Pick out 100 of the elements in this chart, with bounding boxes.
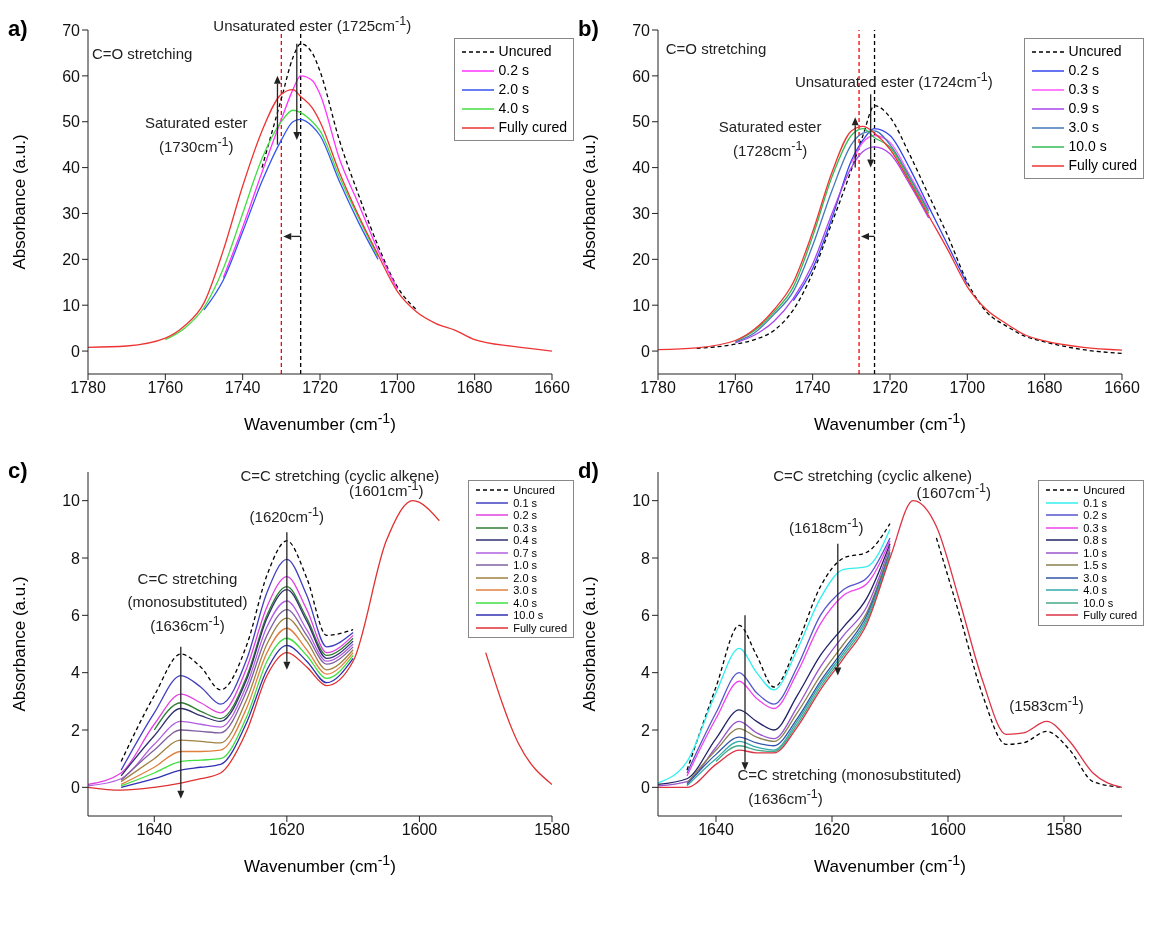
x-tick-label: 1780	[640, 379, 676, 397]
legend-label: Uncured	[513, 484, 555, 497]
y-tick-label: 60	[62, 67, 81, 85]
legend-label: 0.1 s	[513, 496, 538, 509]
legend-label: 0.3 s	[1083, 521, 1108, 534]
y-tick-label: 0	[71, 342, 81, 360]
y-tick-label: 10	[62, 296, 81, 314]
annotation: (monosubstituted)	[127, 592, 248, 610]
legend-label: Uncured	[1068, 42, 1122, 61]
x-tick-label: 1580	[534, 821, 570, 839]
legend-label: Fully cured	[498, 118, 567, 137]
legend-label: 0.8 s	[1083, 534, 1108, 547]
annotation: (1620cm$^{-1}$)	[249, 505, 325, 525]
y-axis-title: Absorbance (a.u.)	[10, 576, 30, 712]
annotation: (1618cm$^{-1}$)	[788, 516, 864, 537]
x-tick-label: 1700	[379, 379, 416, 397]
y-axis-title: Absorbance (a.u.)	[580, 134, 600, 270]
annotation: C=O stretching	[665, 39, 767, 57]
y-tick-label: 40	[62, 159, 81, 177]
annotation: Saturated ester	[718, 117, 822, 135]
x-tick-label: 1680	[456, 379, 493, 397]
legend-label: 10.0 s	[513, 609, 544, 622]
legend-label: 4.0 s	[1083, 584, 1108, 597]
y-tick-label: 10	[632, 492, 651, 510]
annotation: Saturated ester	[144, 113, 248, 131]
legend-label: 0.2 s	[513, 509, 538, 522]
annotation: (1583cm$^{-1}$)	[1009, 694, 1084, 715]
y-tick-label: 2	[71, 721, 81, 739]
x-tick-label: 1680	[1026, 379, 1063, 397]
annotation: (1636cm$^{-1}$)	[748, 787, 823, 808]
x-tick-label: 1780	[70, 379, 106, 397]
x-tick-label: 1740	[224, 379, 261, 397]
x-tick-label: 1700	[949, 379, 986, 397]
y-tick-label: 10	[632, 296, 651, 314]
y-tick-label: 6	[71, 607, 81, 625]
y-tick-label: 50	[62, 113, 81, 131]
annotation: C=C stretching (monosubstituted)	[737, 765, 962, 783]
y-axis-title: Absorbance (a.u.)	[10, 134, 30, 270]
y-tick-label: 6	[641, 607, 651, 625]
x-axis-title: Wavenumber (cm$^{-1}$)	[813, 410, 967, 435]
y-tick-label: 10	[62, 492, 81, 510]
legend-label: 0.7 s	[513, 546, 538, 559]
legend-label: 2.0 s	[513, 571, 538, 584]
y-tick-label: 20	[632, 251, 651, 269]
x-tick-label: 1740	[794, 379, 831, 397]
annotation: (1728cm$^{-1}$)	[732, 139, 808, 160]
y-tick-label: 70	[632, 21, 651, 39]
legend-label: 0.9 s	[1068, 99, 1099, 118]
y-tick-label: 30	[632, 205, 651, 223]
chart-title: b)	[578, 16, 599, 42]
legend-label: Fully cured	[1083, 609, 1137, 622]
legend-label: 0.3 s	[1068, 80, 1099, 99]
y-tick-label: 4	[641, 664, 651, 682]
chart-title: d)	[578, 458, 599, 484]
legend-label: Fully cured	[513, 621, 567, 634]
x-tick-label: 1720	[302, 379, 338, 397]
legend-label: 4.0 s	[498, 99, 529, 118]
annotation: Unsaturated ester (1725cm$^{-1}$)	[213, 14, 412, 35]
legend-label: 2.0 s	[498, 80, 529, 99]
x-tick-label: 1760	[717, 379, 754, 397]
x-axis-title: Wavenumber (cm$^{-1}$)	[243, 410, 397, 435]
x-tick-label: 1640	[698, 821, 734, 839]
legend-label: Uncured	[498, 42, 552, 61]
x-tick-label: 1620	[269, 821, 305, 839]
annotation: (1636cm$^{-1}$)	[150, 613, 225, 634]
y-tick-label: 60	[632, 67, 651, 85]
x-axis-title: Wavenumber (cm$^{-1}$)	[813, 852, 967, 877]
legend-label: 0.2 s	[1083, 509, 1108, 522]
legend-label: 0.2 s	[498, 61, 529, 80]
y-tick-label: 2	[641, 721, 651, 739]
x-tick-label: 1620	[814, 821, 850, 839]
y-tick-label: 0	[641, 342, 651, 360]
y-tick-label: 0	[71, 779, 81, 797]
annotation: (1730cm$^{-1}$)	[159, 134, 234, 155]
legend-label: 1.5 s	[1083, 559, 1108, 572]
annotation: Unsaturated ester (1724cm$^{-1}$)	[794, 70, 993, 91]
y-tick-label: 70	[62, 21, 81, 39]
x-tick-label: 1600	[930, 821, 966, 839]
x-tick-label: 1720	[872, 379, 908, 397]
x-tick-label: 1760	[147, 379, 184, 397]
legend-label: Fully cured	[1068, 156, 1137, 175]
annotation: C=C stretching	[137, 569, 238, 587]
y-tick-label: 20	[62, 251, 81, 269]
legend-label: 1.0 s	[513, 559, 538, 572]
legend-label: Uncured	[1083, 484, 1125, 497]
y-tick-label: 8	[71, 549, 81, 567]
x-axis-title: Wavenumber (cm$^{-1}$)	[243, 852, 397, 877]
y-tick-label: 40	[632, 159, 651, 177]
y-tick-label: 0	[641, 779, 651, 797]
legend-label: 10.0 s	[1083, 596, 1114, 609]
legend-label: 0.1 s	[1083, 496, 1108, 509]
legend-label: 3.0 s	[1068, 118, 1099, 137]
legend-label: 1.0 s	[1083, 546, 1108, 559]
x-tick-label: 1580	[1046, 821, 1082, 839]
annotation: C=O stretching	[91, 44, 193, 62]
y-tick-label: 30	[62, 205, 81, 223]
x-tick-label: 1660	[534, 379, 570, 397]
legend-label: 0.2 s	[1068, 61, 1099, 80]
legend-label: 0.4 s	[513, 534, 538, 547]
x-tick-label: 1660	[1104, 379, 1140, 397]
